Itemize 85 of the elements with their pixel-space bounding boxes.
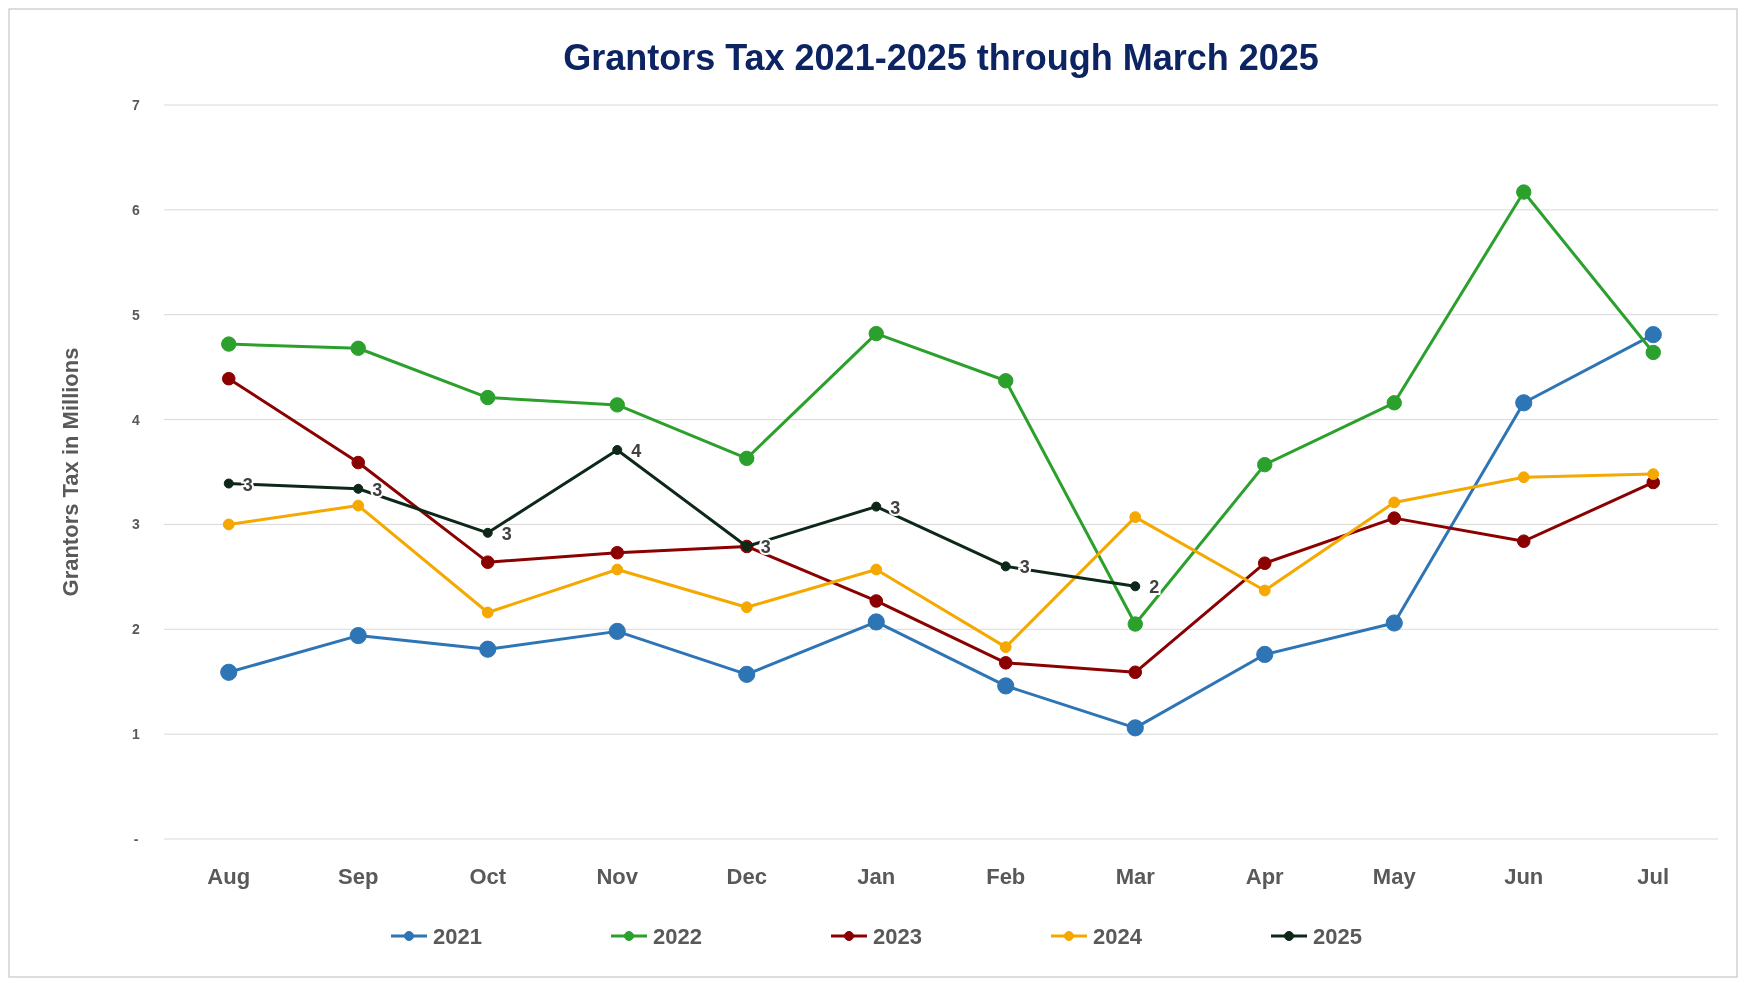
point — [1516, 534, 1531, 549]
point — [1130, 581, 1141, 592]
y-axis-title: Grantors Tax in Millions — [58, 347, 83, 597]
data-label: 3 — [501, 523, 512, 544]
point — [480, 389, 496, 406]
point — [871, 501, 882, 512]
y-tick-label: 5 — [132, 306, 141, 323]
point — [1128, 665, 1143, 680]
point — [1126, 719, 1144, 737]
x-tick-label: Sep — [338, 864, 379, 889]
point — [349, 626, 367, 645]
y-tick-label: - — [133, 831, 139, 847]
y-tick-label: 1 — [132, 726, 141, 743]
x-tick-label: Jan — [857, 864, 896, 889]
point — [220, 663, 238, 681]
point — [221, 336, 237, 352]
y-tick-label: 4 — [132, 411, 141, 428]
data-label: 4 — [631, 440, 642, 461]
point — [222, 518, 235, 531]
point — [1000, 561, 1011, 572]
x-tick-label: Oct — [469, 864, 507, 889]
y-tick-label: 2 — [132, 621, 141, 638]
point — [1387, 511, 1402, 525]
point — [739, 450, 755, 467]
x-tick-label: Aug — [207, 864, 251, 889]
legend-label: 2025 — [1313, 924, 1362, 949]
legend-label: 2023 — [873, 924, 922, 949]
x-tick-label: Apr — [1245, 864, 1285, 889]
x-tick-label: Mar — [1115, 864, 1156, 889]
point — [479, 640, 497, 658]
point — [1647, 468, 1660, 480]
point — [480, 555, 495, 569]
point — [608, 622, 626, 640]
point — [999, 641, 1012, 654]
point — [1257, 556, 1272, 571]
point — [869, 594, 884, 608]
point — [610, 545, 625, 560]
point — [482, 527, 493, 538]
point — [352, 499, 365, 512]
point — [1386, 395, 1402, 411]
x-tick-label: Feb — [986, 864, 1026, 889]
point — [1388, 496, 1401, 509]
y-tick-label: 7 — [132, 97, 141, 113]
point — [350, 340, 366, 356]
point — [997, 677, 1015, 695]
point — [223, 478, 234, 489]
x-tick-label: May — [1372, 864, 1417, 889]
point — [1644, 326, 1662, 344]
point — [998, 373, 1014, 389]
point — [867, 613, 885, 631]
data-label: 2 — [1149, 577, 1160, 598]
x-tick-label: Jul — [1637, 864, 1670, 889]
point — [1515, 394, 1533, 412]
x-tick-label: Dec — [726, 864, 767, 889]
x-tick-label: Jun — [1504, 864, 1544, 889]
x-tick-label: Nov — [596, 864, 639, 889]
point — [1256, 645, 1274, 664]
point — [611, 563, 624, 576]
point — [1645, 344, 1661, 361]
point — [1129, 511, 1142, 523]
point — [1258, 584, 1271, 597]
y-tick-label: 6 — [132, 201, 141, 218]
legend-label: 2021 — [433, 924, 482, 949]
point — [868, 325, 884, 342]
point — [1517, 471, 1530, 484]
point — [1257, 456, 1273, 473]
point — [1127, 616, 1143, 632]
point — [998, 656, 1013, 670]
point — [609, 397, 625, 413]
legend-label: 2024 — [1093, 924, 1143, 949]
data-label: 3 — [890, 497, 901, 518]
point — [481, 606, 494, 619]
point — [1516, 184, 1532, 200]
point — [221, 371, 236, 386]
y-tick-label: 3 — [132, 516, 141, 533]
point — [740, 601, 753, 614]
point — [738, 665, 756, 683]
point — [612, 444, 623, 455]
point — [351, 455, 366, 470]
legend-label: 2022 — [653, 924, 702, 949]
chart-title: Grantors Tax 2021-2025 through March 2025 — [563, 37, 1319, 78]
point — [1385, 614, 1403, 632]
point — [870, 563, 883, 576]
point — [353, 483, 364, 494]
data-label: 3 — [760, 537, 771, 558]
